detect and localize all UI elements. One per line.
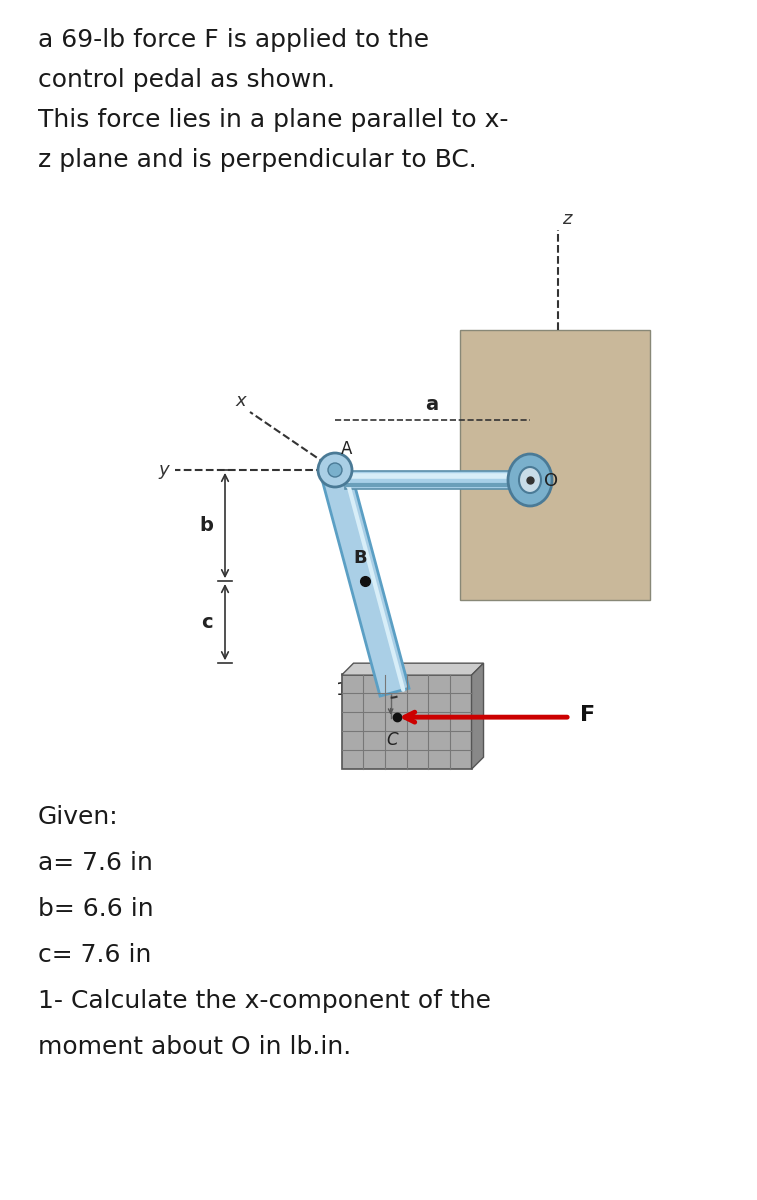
Text: y: y [158, 461, 169, 479]
Text: a 69-lb force F is applied to the: a 69-lb force F is applied to the [38, 28, 429, 52]
Text: 1- Calculate the x-component of the: 1- Calculate the x-component of the [38, 989, 491, 1013]
Bar [341, 674, 472, 769]
Text: 15°: 15° [335, 680, 368, 698]
Text: z plane and is perpendicular to BC.: z plane and is perpendicular to BC. [38, 148, 477, 172]
Text: B: B [353, 550, 366, 568]
Text: a= 7.6 in: a= 7.6 in [38, 851, 153, 875]
Text: A: A [341, 440, 352, 458]
Text: F: F [580, 706, 595, 725]
Ellipse shape [519, 467, 541, 493]
Text: O: O [544, 472, 558, 490]
Text: c= 7.6 in: c= 7.6 in [38, 943, 151, 967]
Polygon shape [320, 466, 409, 696]
Ellipse shape [508, 454, 552, 506]
Text: control pedal as shown.: control pedal as shown. [38, 68, 335, 92]
Polygon shape [341, 664, 484, 676]
Text: moment about O in lb.in.: moment about O in lb.in. [38, 1034, 351, 1058]
Text: b= 6.6 in: b= 6.6 in [38, 898, 154, 922]
Bar [345, 470, 530, 490]
Text: b: b [199, 516, 213, 535]
Polygon shape [460, 330, 650, 600]
Circle shape [318, 452, 352, 487]
Text: This force lies in a plane parallel to x-: This force lies in a plane parallel to x… [38, 108, 509, 132]
Text: C: C [387, 731, 398, 749]
Text: Given:: Given: [38, 805, 119, 829]
Polygon shape [472, 664, 484, 769]
Text: z: z [562, 210, 572, 228]
Text: a: a [425, 395, 438, 414]
Circle shape [328, 463, 342, 476]
Text: c: c [201, 613, 213, 631]
Text: x: x [235, 392, 246, 410]
